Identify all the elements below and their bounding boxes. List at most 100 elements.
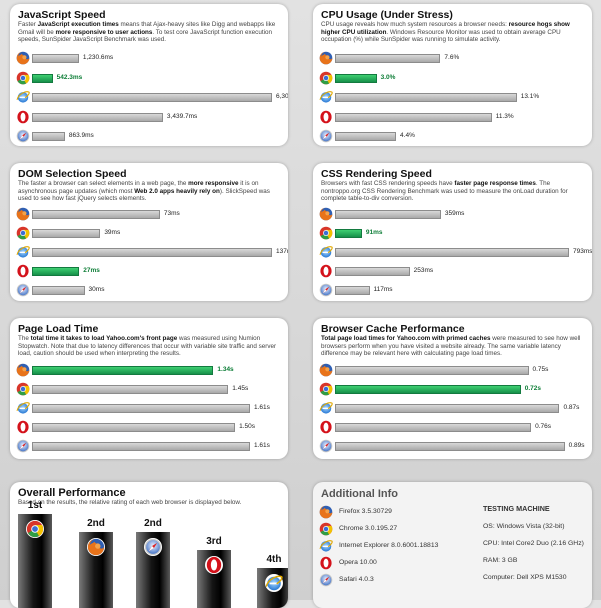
spec-computer: Computer: Dell XPS M1530 (483, 574, 567, 581)
safari-icon (319, 129, 333, 143)
version-text: Chrome 3.0.195.27 (339, 525, 398, 532)
bar (335, 73, 377, 83)
browser-icon (16, 90, 30, 104)
bar (32, 112, 163, 122)
podium-column (79, 532, 113, 608)
browser-icon (16, 363, 30, 377)
bar-value-label: 0.89s (568, 442, 585, 449)
bar (32, 366, 214, 375)
internet-explorer-icon (319, 90, 333, 104)
bar-value-label: 0.75s (532, 366, 549, 373)
panel-javascript-speed: JavaScript Speed Faster JavaScript execu… (10, 4, 288, 146)
testing-machine-heading: TESTING MACHINE (483, 504, 550, 513)
rank-label: 1st (27, 500, 43, 511)
bar-value-label: 4.4% (400, 132, 415, 139)
firefox-icon (16, 51, 30, 65)
bar-value-label: 117ms (373, 286, 393, 293)
opera-icon (319, 110, 333, 124)
bar-value-label: 1.45s (232, 385, 249, 392)
podium-browser-icon (87, 538, 105, 556)
safari-icon (319, 439, 333, 453)
podium-column (136, 532, 170, 608)
panel-title: Page Load Time (18, 323, 99, 335)
bar-value-label: 1.61s (253, 404, 270, 411)
safari-icon (319, 283, 333, 297)
panel-dom-selection-speed: DOM Selection Speed The faster a browser… (10, 163, 288, 301)
bar (32, 286, 85, 295)
chrome-icon (319, 71, 333, 85)
panel-description: Browsers with fast CSS rendering speeds … (321, 180, 568, 203)
firefox-icon (319, 51, 333, 65)
safari-icon (144, 538, 162, 556)
browser-icon (319, 539, 333, 553)
bar-value-label: 0.72s (524, 385, 542, 392)
panel-description: Faster JavaScript execution times means … (18, 21, 276, 44)
panel-overall-performance: Overall Performance Based on the results… (10, 482, 288, 608)
internet-explorer-icon (16, 245, 30, 259)
bar-value-label: 359ms (444, 210, 465, 217)
firefox-icon (319, 505, 333, 519)
opera-icon (205, 556, 223, 574)
bar (335, 366, 529, 375)
podium-browser-icon (26, 520, 44, 538)
browser-icon (319, 439, 333, 453)
safari-icon (319, 573, 333, 587)
bar-value-label: 27ms (83, 267, 100, 274)
panel-title: Additional Info (321, 488, 398, 500)
bar-value-label: 13.1% (520, 93, 540, 100)
browser-icon (16, 264, 30, 278)
opera-icon (319, 420, 333, 434)
bar-value-label: 39ms (104, 229, 121, 236)
bar (32, 442, 250, 451)
podium-browser-icon (144, 538, 162, 556)
browser-icon (319, 71, 333, 85)
bar (32, 248, 272, 257)
browser-icon (16, 401, 30, 415)
browser-icon (319, 420, 333, 434)
bar-value-label: 7.6% (444, 54, 460, 61)
bar-value-label: 253ms (413, 267, 434, 274)
bar (32, 423, 236, 432)
bar (335, 229, 362, 238)
opera-icon (319, 556, 333, 570)
spec-os: OS: Windows Vista (32-bit) (483, 523, 565, 530)
bar (32, 132, 65, 141)
podium-browser-icon (205, 556, 223, 574)
rank-label: 4th (266, 554, 282, 565)
chrome-icon (16, 71, 30, 85)
browser-icon (319, 522, 333, 536)
panel-title: JavaScript Speed (18, 9, 106, 21)
spec-cpu: CPU: Intel Core2 Duo (2.16 GHz) (483, 540, 584, 547)
podium-column (18, 514, 52, 608)
bar (32, 229, 101, 238)
browser-icon (319, 90, 333, 104)
bar-value-label: 1,230.6ms (82, 54, 114, 61)
panel-browser-cache-performance: Browser Cache Performance Total page loa… (313, 318, 592, 459)
panel-title: DOM Selection Speed (18, 168, 127, 180)
bar-value-label: 863.9ms (68, 132, 94, 139)
panel-description: CPU usage reveals how much system resour… (321, 21, 570, 44)
browser-icon (16, 51, 30, 65)
podium-column (257, 568, 288, 608)
bar-value-label: 1.34s (217, 366, 234, 373)
browser-icon (319, 264, 333, 278)
bar (335, 112, 492, 122)
bar (32, 385, 229, 394)
panel-description: Total page load times for Yahoo.com with… (321, 335, 581, 358)
firefox-icon (87, 538, 105, 556)
browser-icon (319, 110, 333, 124)
bar (335, 54, 441, 63)
browser-icon (319, 207, 333, 221)
panel-title: CSS Rendering Speed (321, 168, 432, 180)
browser-icon (16, 382, 30, 396)
bar (335, 132, 397, 141)
bar (335, 404, 560, 413)
panel-title: Overall Performance (18, 487, 126, 499)
internet-explorer-icon (16, 90, 30, 104)
bar (335, 248, 569, 257)
rank-label: 3rd (206, 536, 222, 547)
bar-value-label: 3.0% (380, 73, 396, 81)
internet-explorer-icon (319, 401, 333, 415)
panel-cpu-usage: CPU Usage (Under Stress) CPU usage revea… (313, 4, 592, 146)
browser-icon (319, 283, 333, 297)
